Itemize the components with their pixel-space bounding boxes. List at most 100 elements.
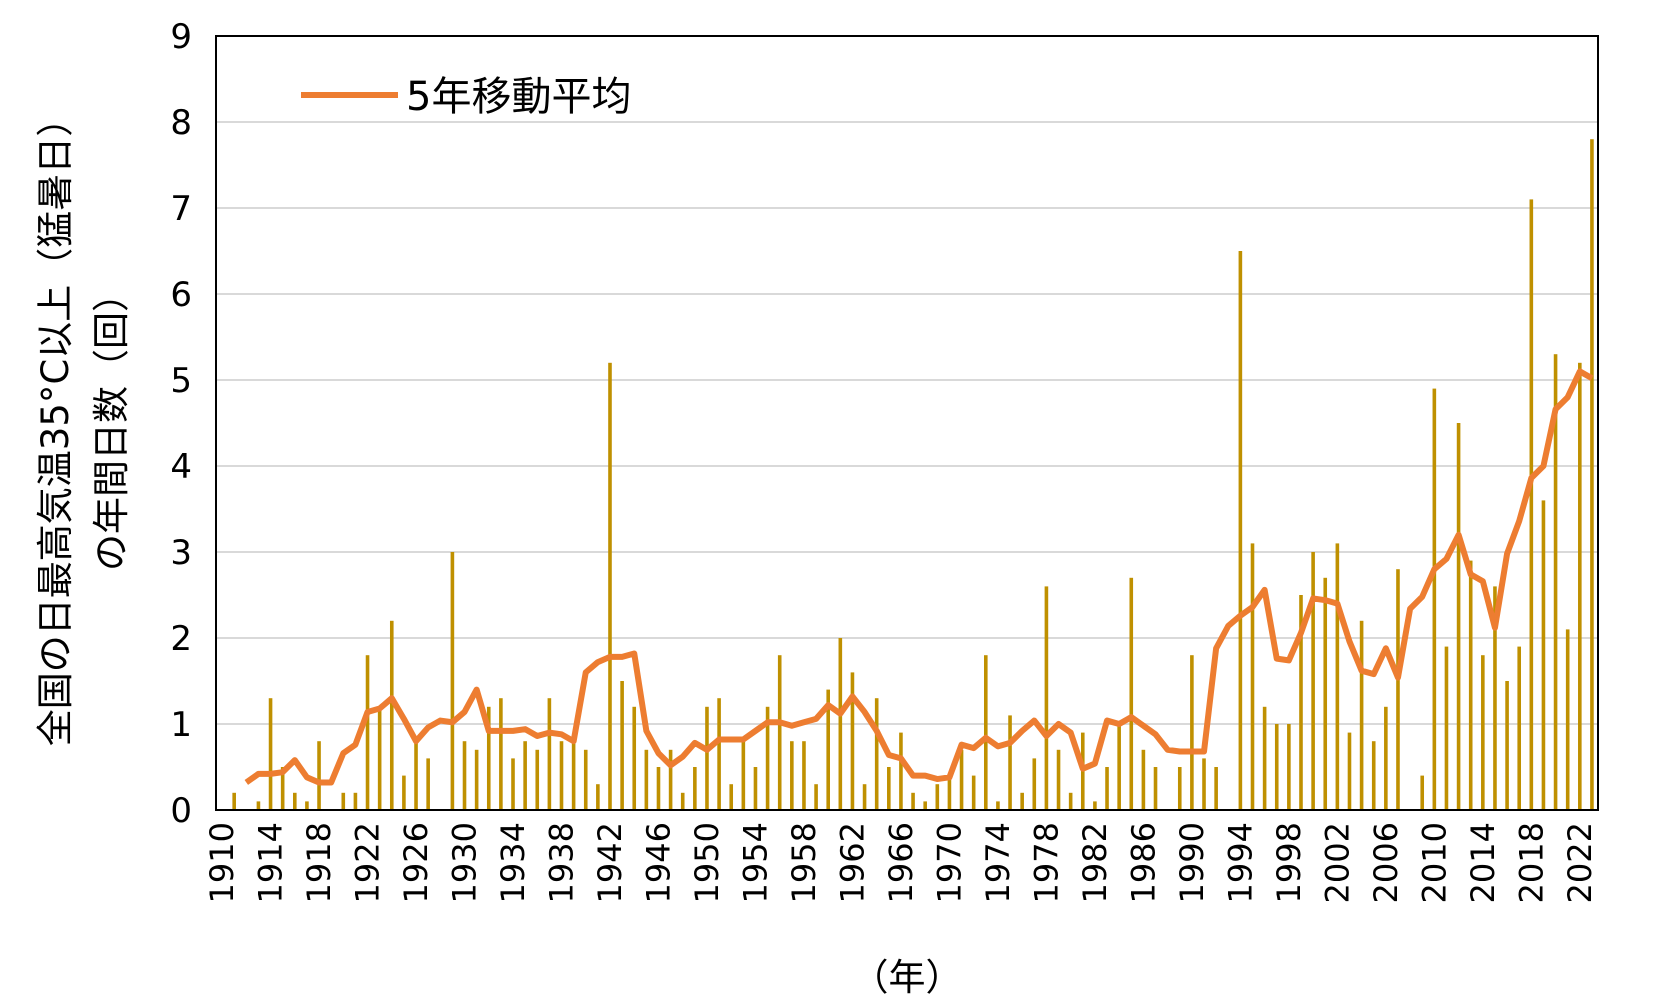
bar: [1347, 732, 1352, 810]
x-tick-label: 1982: [1076, 822, 1114, 903]
bar: [1202, 758, 1206, 810]
bar: [644, 749, 649, 810]
bar: [717, 698, 721, 810]
bar: [911, 792, 915, 810]
x-tick-label: 2002: [1318, 822, 1356, 903]
bar: [1153, 767, 1158, 810]
bar: [790, 741, 794, 810]
bar: [523, 741, 527, 810]
legend-label: 5年移動平均: [406, 74, 631, 120]
x-tick-label: 1974: [979, 822, 1017, 903]
x-tick-label: 1994: [1221, 822, 1259, 903]
y-tick-label: 9: [170, 17, 192, 57]
y-tick-label: 7: [170, 189, 192, 229]
bar: [656, 767, 661, 810]
bar: [1274, 724, 1279, 810]
bar: [1420, 775, 1425, 810]
bar: [450, 552, 455, 810]
y-tick-label: 3: [170, 533, 192, 573]
bar: [583, 749, 588, 810]
bar: [280, 767, 285, 810]
bar: [1384, 706, 1388, 810]
bar: [1590, 139, 1594, 810]
bar: [1529, 199, 1534, 810]
bar: [1032, 758, 1037, 810]
bar: [1238, 251, 1243, 810]
bar: [1359, 620, 1364, 810]
bar: [693, 767, 697, 810]
bar: [947, 775, 952, 810]
x-tick-label: 1958: [785, 822, 823, 903]
bar: [462, 741, 467, 810]
x-tick-label: 1922: [349, 822, 387, 903]
bar: [826, 689, 831, 810]
x-tick-label: 1942: [591, 822, 629, 903]
x-tick-label: 1970: [930, 822, 968, 903]
bar: [1287, 724, 1291, 810]
bar: [1444, 646, 1449, 810]
bar: [1214, 767, 1218, 810]
bar: [1565, 629, 1570, 810]
x-tick-label: 1934: [494, 822, 532, 903]
bar: [1371, 741, 1376, 810]
bar: [1553, 354, 1558, 810]
x-tick-label: 1986: [1124, 822, 1162, 903]
bar: [1117, 724, 1121, 810]
bar: [377, 706, 382, 810]
bar: [887, 767, 891, 810]
bar: [1262, 706, 1267, 810]
bar: [1468, 560, 1473, 810]
x-tick-label: 1966: [882, 822, 920, 903]
bar: [1396, 569, 1400, 810]
bar: [959, 749, 964, 810]
bar: [232, 792, 236, 810]
bar: [1432, 388, 1437, 810]
bar: [1190, 655, 1194, 810]
bar: [317, 741, 321, 810]
x-tick-label: 1930: [446, 822, 484, 903]
x-tick-label: 2022: [1561, 822, 1599, 903]
bar: [899, 732, 903, 810]
bar: [1056, 749, 1061, 810]
x-tick-label: 2014: [1464, 822, 1502, 903]
bar: [620, 681, 624, 810]
x-tick-label: 1950: [688, 822, 726, 903]
y-tick-label: 6: [170, 275, 192, 315]
x-tick-label: 1998: [1270, 822, 1308, 903]
y-tick-label: 0: [170, 791, 192, 831]
bar: [862, 784, 867, 810]
bar: [1505, 681, 1509, 810]
x-tick-label: 1962: [833, 822, 871, 903]
bar: [777, 655, 782, 810]
bar: [1020, 792, 1024, 810]
bar: [971, 775, 976, 810]
bar: [596, 784, 600, 810]
x-tick-label: 1918: [300, 822, 338, 903]
bar: [923, 801, 927, 810]
bar: [608, 362, 612, 810]
y-tick-label: 5: [170, 361, 192, 401]
bar: [996, 801, 1000, 810]
bar: [838, 638, 843, 810]
bar: [305, 801, 309, 810]
bar: [814, 784, 818, 810]
bar: [1250, 543, 1255, 810]
bar: [486, 706, 491, 810]
x-tick-label: 2010: [1415, 822, 1453, 903]
bar: [1068, 792, 1073, 810]
bar: [753, 767, 758, 810]
bar: [1456, 423, 1461, 810]
moving-average-line: [244, 368, 1594, 786]
x-tick-label: 1914: [252, 822, 290, 903]
plot-border: [215, 35, 1599, 811]
bar: [935, 784, 940, 810]
bar: [1129, 577, 1134, 810]
bar: [268, 698, 273, 810]
bar: [802, 741, 806, 810]
bar: [535, 749, 540, 810]
bar: [1335, 543, 1340, 810]
bar: [1141, 749, 1146, 810]
x-tick-label: 1946: [639, 822, 677, 903]
bar: [632, 706, 637, 810]
